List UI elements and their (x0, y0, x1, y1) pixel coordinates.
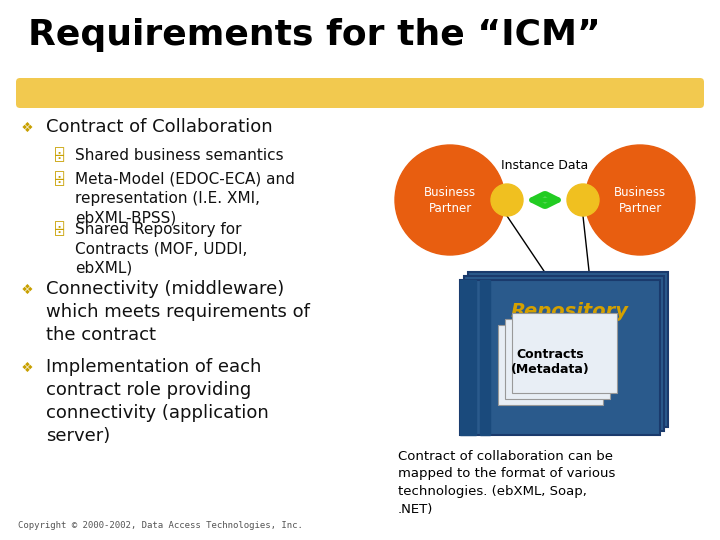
Text: Contract of collaboration can be
mapped to the format of various
technologies. (: Contract of collaboration can be mapped … (398, 450, 616, 516)
Text: Business
Partner: Business Partner (424, 186, 476, 214)
Text: Connectivity (middleware)
which meets requirements of
the contract: Connectivity (middleware) which meets re… (46, 280, 310, 344)
Bar (480, 280, 490, 435)
Text: Shared business semantics: Shared business semantics (75, 148, 284, 163)
Bar (505, 319, 610, 399)
Bar (460, 280, 476, 435)
Text: Shared Repository for
Contracts (MOF, UDDI,
ebXML): Shared Repository for Contracts (MOF, UD… (75, 222, 248, 275)
Circle shape (567, 184, 599, 216)
Text: Instance Data: Instance Data (501, 159, 589, 172)
Text: Business
Partner: Business Partner (614, 186, 666, 214)
Text: Contracts
(Metadata): Contracts (Metadata) (511, 348, 590, 376)
Bar (464, 276, 664, 431)
Text: ❖: ❖ (22, 358, 33, 376)
Text: Requirements for the “ICM”: Requirements for the “ICM” (28, 18, 600, 52)
Text: ❖: ❖ (22, 280, 33, 298)
Text: ⌹: ⌹ (55, 222, 64, 237)
Text: ⌹: ⌹ (55, 172, 64, 187)
Bar (512, 313, 617, 393)
Circle shape (491, 184, 523, 216)
Bar (468, 272, 668, 427)
Text: Meta-Model (EDOC-ECA) and
representation (I.E. XMI,
ebXML-BPSS): Meta-Model (EDOC-ECA) and representation… (75, 172, 295, 225)
Text: Implementation of each
contract role providing
connectivity (application
server): Implementation of each contract role pro… (46, 358, 269, 445)
Bar (460, 280, 660, 435)
FancyBboxPatch shape (16, 78, 704, 108)
Circle shape (585, 145, 695, 255)
Bar (498, 325, 603, 405)
Text: ❖: ❖ (22, 118, 33, 136)
Circle shape (395, 145, 505, 255)
Text: Contract of Collaboration: Contract of Collaboration (46, 118, 273, 136)
Text: Repository: Repository (511, 302, 629, 321)
Text: Copyright © 2000-2002, Data Access Technologies, Inc.: Copyright © 2000-2002, Data Access Techn… (18, 521, 303, 530)
Text: ⌹: ⌹ (55, 148, 64, 163)
